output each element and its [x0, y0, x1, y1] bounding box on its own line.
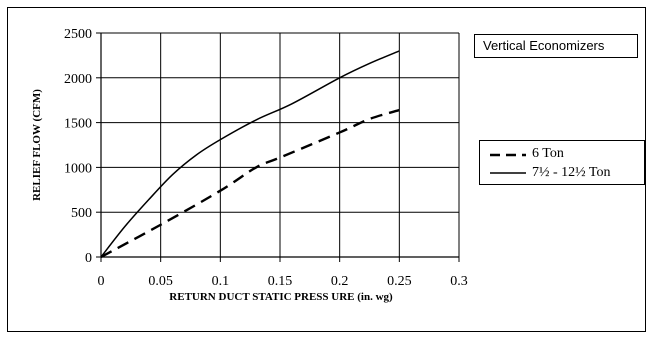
chart-annotation-box: Vertical Economizers	[474, 34, 638, 58]
y-axis-title: RELIEF FLOW (CFM)	[31, 89, 43, 201]
y-tick-label: 0	[85, 251, 92, 266]
axes	[96, 32, 460, 262]
legend-label: 6 Ton	[532, 146, 564, 161]
x-axis-title: RETURN DUCT STATIC PRESS URE (in. wg)	[169, 291, 393, 303]
y-tick-label: 2000	[64, 72, 92, 87]
x-tick-label: 0.15	[268, 274, 293, 289]
x-tick-label: 0	[98, 274, 105, 289]
legend-swatch-dashed	[490, 153, 526, 157]
legend-entry-6-ton: 6 Ton	[486, 144, 644, 164]
y-tick-label: 1000	[64, 161, 92, 176]
chart-annotation: Vertical Economizers	[483, 38, 605, 53]
y-tick-label: 500	[71, 206, 92, 221]
series-line-6-ton	[100, 108, 400, 259]
tick-labels: 0 500 1000 1500 2000 2500 0 0.05 0.1 0.15 0.2 0.25 0…	[64, 27, 468, 289]
y-tick-label: 2500	[64, 27, 92, 42]
y-tick-label: 1500	[64, 117, 92, 132]
x-tick-label: 0.25	[387, 274, 412, 289]
x-tick-label: 0.2	[331, 274, 349, 289]
legend: 6 Ton 7½ - 12½ Ton	[479, 140, 645, 185]
grid	[101, 32, 460, 257]
legend-swatch-solid	[490, 172, 526, 174]
series-line-7-12-ton	[100, 50, 400, 258]
legend-label: 7½ - 12½ Ton	[532, 165, 611, 180]
legend-entry-7-12-ton: 7½ - 12½ Ton	[486, 163, 644, 183]
x-tick-label: 0.05	[148, 274, 173, 289]
x-tick-label: 0.3	[450, 274, 468, 289]
series-layer	[100, 50, 400, 259]
x-tick-label: 0.1	[212, 274, 230, 289]
